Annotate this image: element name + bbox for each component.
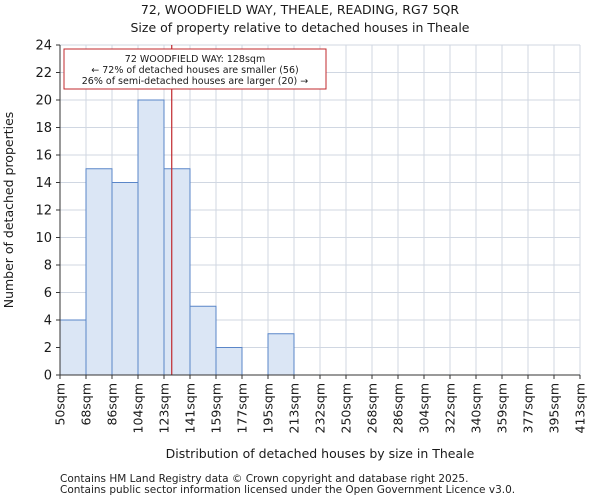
bar [189, 305, 217, 376]
bar [215, 347, 243, 376]
x-tick-label: 377sqm [521, 383, 536, 433]
y-tick-label: 2 [44, 341, 52, 356]
x-tick-label: 268sqm [365, 383, 380, 433]
x-tick-label: 86sqm [105, 383, 120, 426]
y-tick-label: 14 [35, 176, 52, 191]
x-tick-label: 413sqm [573, 383, 588, 433]
x-tick-labels: 50sqm 68sqm 86sqm 104sqm 123sqm 141sqm 159sqm 1… [53, 375, 588, 433]
y-tick-label: 20 [35, 94, 52, 109]
bar [85, 168, 113, 376]
x-tick-label: 104sqm [131, 383, 146, 433]
x-tick-label: 340sqm [469, 383, 484, 433]
x-tick-label: 195sqm [261, 383, 276, 433]
y-axis-label: Number of detached properties [1, 112, 16, 309]
chart-title: 72, WOODFIELD WAY, THEALE, READING, RG7 … [140, 2, 460, 17]
annotation-line-3: 26% of semi-detached houses are larger (… [82, 76, 309, 87]
y-tick-label: 24 [35, 39, 52, 54]
bar [111, 182, 139, 376]
y-tick-label: 6 [44, 286, 52, 301]
x-tick-label: 159sqm [209, 383, 224, 433]
x-tick-label: 123sqm [157, 383, 172, 433]
annotation-border [63, 48, 327, 90]
x-tick-label: 232sqm [313, 383, 328, 433]
y-tick-label: 22 [35, 66, 52, 81]
y-tick-label: 18 [35, 121, 52, 136]
x-tick-label: 141sqm [183, 383, 198, 433]
footer-licence: Contains public sector information licen… [60, 484, 516, 496]
annotation-line-2: ← 72% of detached houses are smaller (56… [91, 65, 298, 76]
y-tick-label: 12 [35, 204, 52, 219]
y-tick-label: 8 [44, 259, 52, 274]
footer-copyright: Contains HM Land Registry data © Crown c… [60, 473, 469, 485]
bar [163, 168, 191, 376]
annotation-line-1: 72 WOODFIELD WAY: 128sqm [125, 54, 265, 65]
bar [137, 99, 165, 376]
y-tick-label: 4 [44, 314, 52, 329]
x-axis-label: Distribution of detached houses by size … [166, 446, 475, 461]
x-tick-label: 359sqm [495, 383, 510, 433]
y-tick-label: 10 [35, 231, 52, 246]
x-tick-label: 50sqm [53, 383, 68, 426]
bar [59, 319, 87, 376]
x-tick-label: 177sqm [235, 383, 250, 433]
x-tick-label: 304sqm [417, 383, 432, 433]
y-tick-label: 0 [44, 369, 52, 384]
y-tick-label: 16 [35, 149, 52, 164]
x-tick-label: 395sqm [547, 383, 562, 433]
x-tick-label: 322sqm [443, 383, 458, 433]
bars [59, 99, 295, 376]
x-tick-label: 286sqm [391, 383, 406, 433]
x-tick-label: 250sqm [339, 383, 354, 433]
annotation-box: 72 WOODFIELD WAY: 128sqm ← 72% of detach… [63, 48, 327, 90]
x-tick-label: 213sqm [287, 383, 302, 433]
x-tick-label: 68sqm [79, 383, 94, 426]
chart-subtitle: Size of property relative to detached ho… [130, 20, 470, 35]
bar [267, 333, 295, 376]
